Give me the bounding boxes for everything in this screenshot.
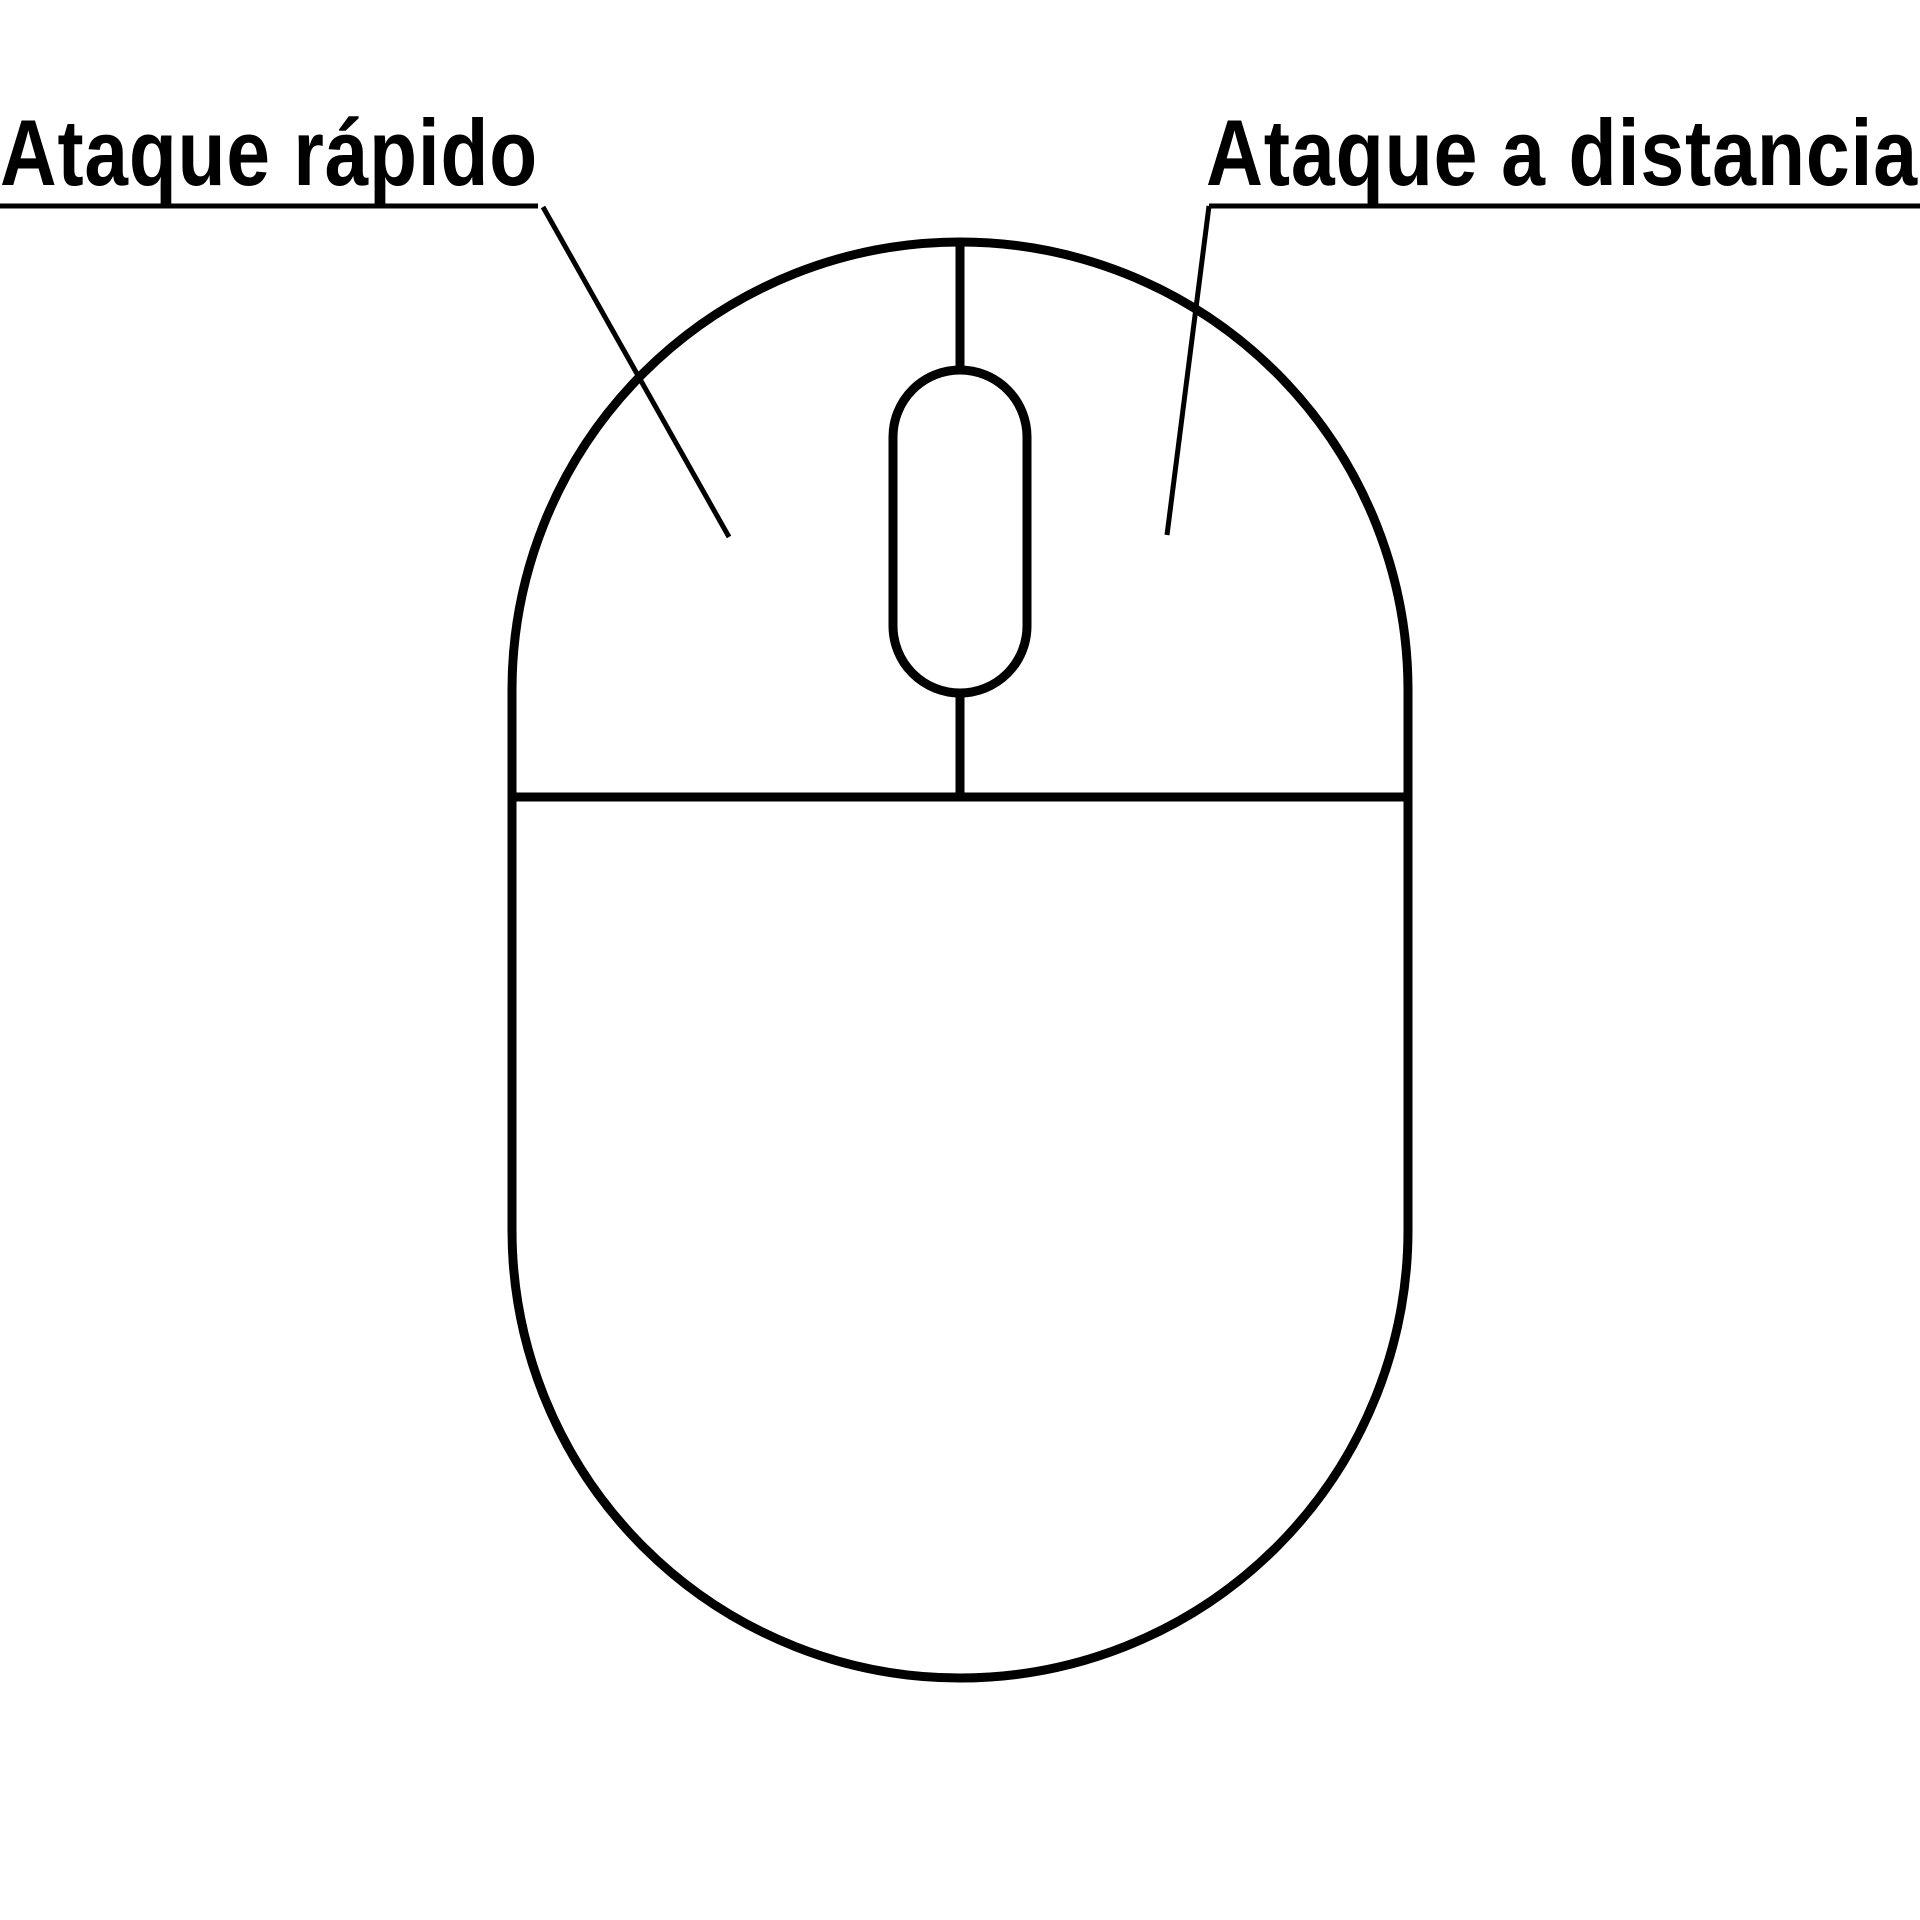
mouse-body-outline [507, 237, 1413, 1683]
right-leader-line [1164, 205, 1212, 536]
left-button-label: Ataque rápido [0, 100, 538, 205]
right-button-label: Ataque a distancia [1206, 100, 1918, 205]
scroll-wheel [888, 365, 1032, 698]
left-leader-line [540, 205, 732, 539]
